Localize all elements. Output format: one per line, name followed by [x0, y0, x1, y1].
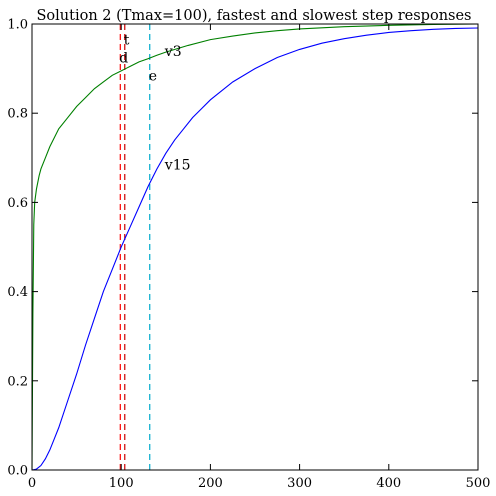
x-tick-label: 100	[109, 476, 134, 491]
annotation-v15: v15	[164, 157, 191, 173]
x-tick-label: 300	[287, 476, 312, 491]
chart-title: Solution 2 (Tmax=100), fastest and slowe…	[36, 8, 471, 24]
annotation-v3: v3	[164, 44, 182, 60]
annotation-t: t	[124, 33, 130, 49]
y-tick-label: 0.6	[7, 196, 28, 211]
series-line-1	[31, 27, 479, 471]
plot-area: 0 100 200 300 400 500 0.0 0.2 0.4 0.6 0.8 1.0 td e v3 v…	[7, 18, 490, 492]
y-tick-label: 0.0	[7, 464, 28, 479]
x-tick-label: 0	[28, 476, 36, 491]
x-tick-label: 500	[466, 476, 491, 491]
x-tick-label: 400	[376, 476, 401, 491]
y-tick-label: 1.0	[7, 18, 28, 33]
annotation-e: e	[149, 68, 157, 84]
axes-frame	[31, 23, 479, 471]
annotation-d: d	[119, 50, 128, 66]
y-tick-label: 0.4	[7, 285, 28, 300]
y-tick-label: 0.8	[7, 107, 28, 122]
y-tick-label: 0.2	[7, 374, 28, 389]
series-line-0	[31, 23, 479, 471]
x-tick-label: 200	[198, 476, 223, 491]
